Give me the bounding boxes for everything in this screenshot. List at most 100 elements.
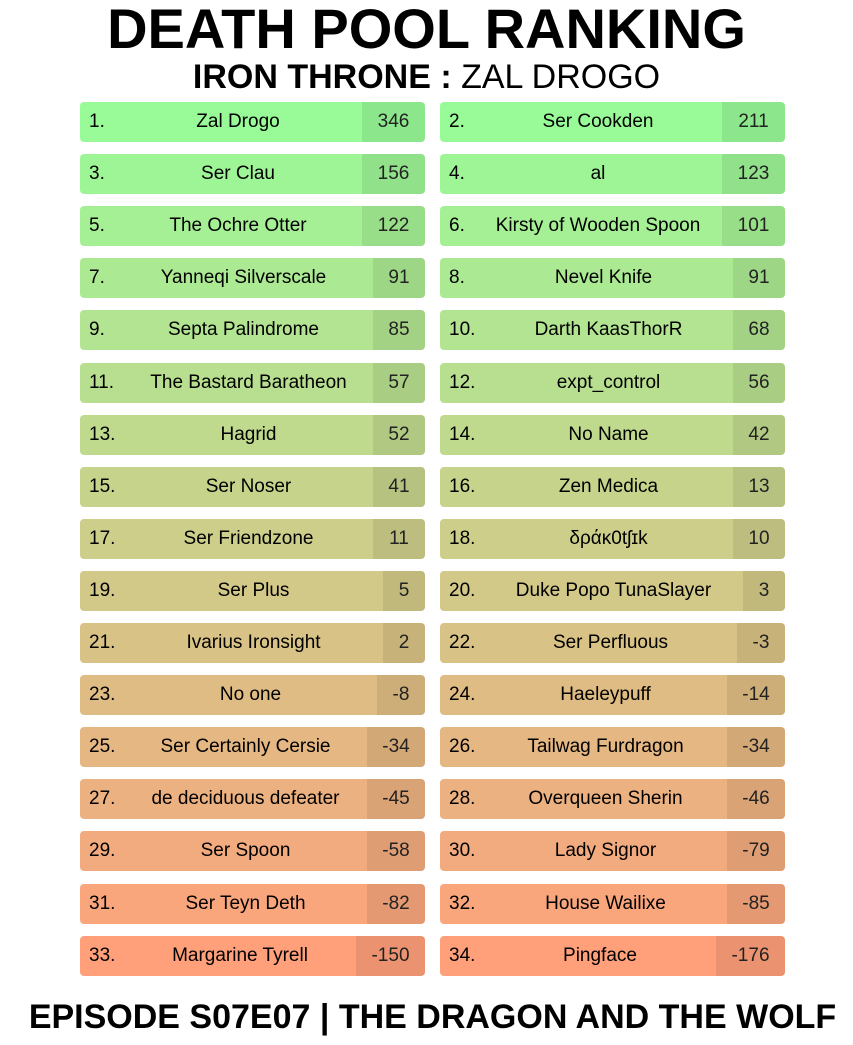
ranking-card: 30. Lady Signor -79 [440, 831, 785, 872]
player-score: 10 [733, 518, 785, 559]
player-score: -3 [737, 623, 785, 663]
player-rank: 24. [449, 684, 476, 706]
player-score: 11 [373, 518, 425, 559]
ranking-card: 2. Ser Cookden 211 [440, 102, 785, 142]
player-rank: 20. [449, 579, 476, 601]
player-name: No Name [568, 423, 649, 445]
ranking-card: 18. δράκ0tʃɪk 10 [440, 518, 785, 559]
player-name: Zen Medica [558, 475, 659, 497]
player-score: 56 [733, 362, 785, 403]
player-name: The Ochre Otter [169, 215, 307, 237]
player-score: -82 [367, 883, 425, 924]
player-rank: 9. [89, 319, 105, 341]
player-score: 122 [362, 206, 425, 247]
ranking-card: 27. de deciduous defeater -45 [80, 779, 425, 820]
player-score: 5 [383, 570, 425, 611]
player-rank: 17. [89, 527, 116, 549]
ranking-card: 24. Haeleypuff -14 [440, 675, 785, 716]
player-name: Overqueen Sherin [528, 788, 683, 810]
player-name: Yanneqi Silverscale [160, 267, 327, 289]
player-name: Ivarius Ironsight [186, 632, 321, 653]
player-name: de deciduous defeater [151, 788, 340, 810]
ranking-card: 6. Kirsty of Wooden Spoon 101 [440, 206, 785, 247]
player-rank: 2. [449, 111, 465, 132]
ranking-card: 34. Pingface -176 [440, 935, 785, 976]
player-rank: 5. [89, 215, 105, 237]
player-name: House Wailixe [545, 892, 666, 914]
player-score: -34 [367, 727, 425, 768]
player-rank: 16. [449, 475, 476, 497]
ranking-card: 33. Margarine Tyrell -150 [80, 935, 425, 976]
subtitle-label: IRON THRONE : [192, 58, 452, 96]
ranking-card: 22. Ser Perfluous -3 [440, 623, 785, 663]
ranking-card: 11. The Bastard Baratheon 57 [80, 362, 425, 403]
player-score: 123 [722, 154, 785, 195]
player-name: Ser Clau [201, 163, 275, 185]
ranking-card: 31. Ser Teyn Deth -82 [80, 883, 425, 924]
ranking-card: 8. Nevel Knife 91 [440, 258, 785, 299]
player-name: Kirsty of Wooden Spoon [495, 215, 701, 237]
player-score: -45 [367, 779, 425, 820]
player-name: The Bastard Baratheon [150, 371, 347, 393]
player-rank: 28. [449, 788, 476, 810]
player-rank: 11. [89, 371, 115, 393]
player-score: -14 [727, 675, 785, 716]
player-name: No one [219, 684, 282, 706]
player-name: Septa Palindrome [167, 319, 320, 341]
subtitle-champion: ZAL DROGO [461, 58, 661, 96]
player-rank: 6. [449, 215, 465, 237]
player-name: Zal Drogo [196, 111, 280, 132]
page-subtitle: IRON THRONE : ZAL DROGO [0, 58, 853, 96]
player-score: -46 [727, 779, 785, 820]
player-score: 52 [373, 414, 425, 455]
ranking-card: 12. expt_control 56 [440, 362, 785, 403]
player-score: 13 [733, 466, 785, 507]
ranking-card: 25. Ser Certainly Cersie -34 [80, 727, 425, 768]
ranking-card: 20. Duke Popo TunaSlayer 3 [440, 570, 785, 611]
player-name: Ser Plus [217, 579, 290, 601]
ranking-card: 17. Ser Friendzone 11 [80, 518, 425, 559]
player-rank: 4. [449, 163, 465, 185]
player-name: al [590, 163, 606, 185]
ranking-card: 32. House Wailixe -85 [440, 883, 785, 924]
player-rank: 3. [89, 163, 105, 185]
ranking-card: 26. Tailwag Furdragon -34 [440, 727, 785, 768]
player-score: 57 [373, 362, 425, 403]
player-name: Duke Popo TunaSlayer [515, 579, 712, 601]
player-score: 42 [733, 414, 785, 455]
player-name: Ser Certainly Cersie [160, 736, 331, 758]
player-name: Ser Noser [205, 475, 292, 497]
player-score: 346 [362, 102, 425, 142]
player-rank: 27. [89, 788, 116, 810]
player-name: Lady Signor [554, 840, 657, 862]
ranking-card: 28. Overqueen Sherin -46 [440, 779, 785, 820]
player-name: Ser Cookden [542, 111, 654, 132]
player-score: 41 [373, 466, 425, 507]
player-name: Ser Spoon [200, 840, 291, 862]
player-score: 101 [722, 206, 785, 247]
player-name: expt_control [556, 371, 661, 393]
player-score: 3 [743, 570, 785, 611]
player-name: Margarine Tyrell [172, 944, 308, 966]
ranking-card: 3. Ser Clau 156 [80, 154, 425, 195]
player-rank: 32. [449, 892, 476, 914]
episode-footer: EPISODE S07E07 | THE DRAGON AND THE WOLF [28, 998, 837, 1036]
player-score: 91 [733, 258, 785, 299]
player-rank: 29. [89, 840, 116, 862]
ranking-card: 10. Darth KaasThorR 68 [440, 310, 785, 351]
player-score: -150 [356, 935, 425, 976]
ranking-card: 21. Ivarius Ironsight 2 [80, 623, 425, 663]
player-name: Ser Friendzone [183, 527, 314, 549]
player-rank: 25. [89, 736, 116, 758]
ranking-card: 4. al 123 [440, 154, 785, 195]
ranking-card: 19. Ser Plus 5 [80, 570, 425, 611]
player-rank: 12. [449, 371, 476, 393]
player-score: -8 [377, 675, 425, 716]
player-score: -34 [727, 727, 785, 768]
player-name: δράκ0tʃɪk [569, 527, 648, 549]
player-name: Ser Perfluous [552, 632, 669, 653]
player-name: Darth KaasThorR [534, 319, 683, 341]
player-rank: 10. [449, 319, 476, 341]
player-rank: 22. [449, 632, 476, 653]
